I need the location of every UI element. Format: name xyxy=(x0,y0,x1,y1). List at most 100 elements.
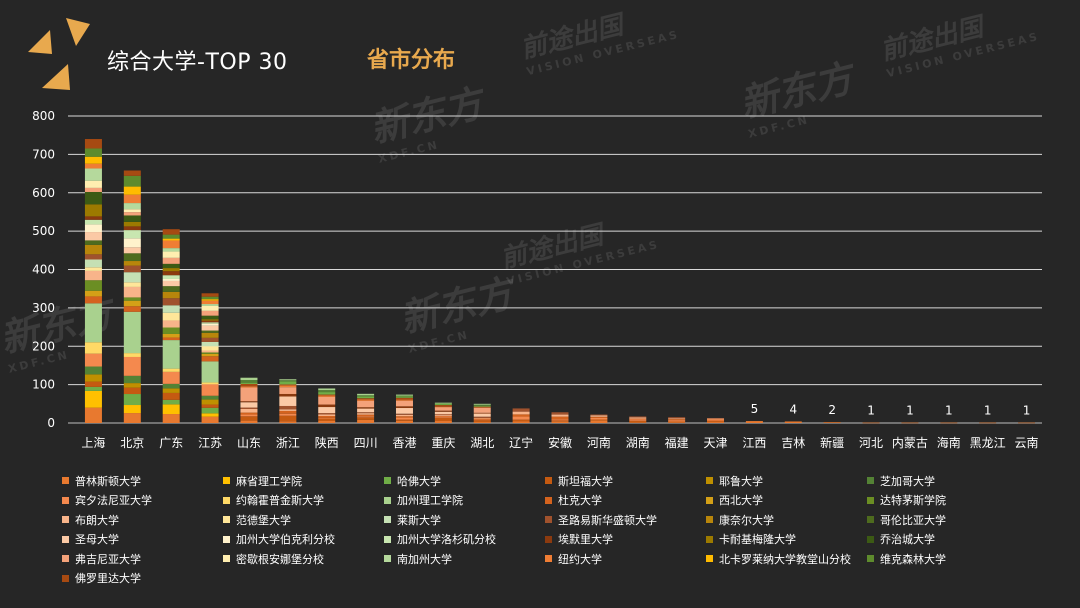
legend-label: 约翰霍普金斯大学 xyxy=(236,494,324,508)
data-label: 2 xyxy=(828,403,836,417)
bar-segment xyxy=(629,418,647,420)
bar-segment xyxy=(84,270,102,281)
bar-segment xyxy=(707,418,725,420)
legend-item: 卡耐基梅隆大学 xyxy=(706,530,867,550)
bar-segment xyxy=(162,286,180,292)
bar-segment xyxy=(357,417,375,420)
data-label: 1 xyxy=(945,404,953,418)
bar-segment xyxy=(162,234,180,239)
x-tick-label: 云南 xyxy=(1015,435,1039,450)
bar-segment xyxy=(279,405,297,410)
legend-swatch-icon xyxy=(384,477,391,485)
bar-segment xyxy=(240,414,258,417)
bar-segment xyxy=(434,410,452,412)
bar-segment xyxy=(123,282,141,287)
legend-swatch-icon xyxy=(545,496,552,504)
bar-segment xyxy=(84,353,102,367)
bar-segment xyxy=(201,407,219,414)
legend-swatch-icon xyxy=(706,535,713,543)
bar-segment xyxy=(629,422,647,423)
bar-segment xyxy=(123,261,141,266)
legend-label: 圣路易斯华盛顿大学 xyxy=(558,513,657,527)
legend-item: 弗吉尼亚大学 xyxy=(62,549,223,569)
data-label: 4 xyxy=(789,402,797,416)
x-tick-label: 广东 xyxy=(159,436,183,450)
bar-segment xyxy=(162,240,180,249)
legend-item: 达特茅斯学院 xyxy=(867,491,1028,511)
bar-segment xyxy=(357,408,375,413)
legend-item: 加州大学洛杉矶分校 xyxy=(384,530,545,550)
bar-segment xyxy=(395,414,413,417)
bar-segment xyxy=(84,219,102,225)
legend-item: 耶鲁大学 xyxy=(706,471,867,491)
bar-segment xyxy=(473,403,491,405)
legend-swatch-icon xyxy=(545,535,552,543)
bar-segment xyxy=(123,286,141,298)
bar-segment xyxy=(162,371,180,384)
bar-segment xyxy=(318,395,336,397)
bar-segment xyxy=(357,396,375,399)
bar-segment xyxy=(473,407,491,413)
legend-item: 莱斯大学 xyxy=(384,510,545,530)
bar-segment xyxy=(473,405,491,407)
bar-segment xyxy=(123,383,141,388)
legend-item: 南加州大学 xyxy=(384,549,545,569)
x-tick-label: 江西 xyxy=(742,436,766,450)
bar-segment xyxy=(979,422,997,424)
bar-segment xyxy=(434,406,452,408)
bar-segment xyxy=(123,215,141,222)
legend-swatch-icon xyxy=(867,555,874,563)
legend-swatch-icon xyxy=(867,535,874,543)
bar-segment xyxy=(123,238,141,248)
bar-segment xyxy=(512,408,530,412)
bar-segment xyxy=(668,417,686,419)
bar-segment xyxy=(84,216,102,220)
bar-segment xyxy=(240,401,258,403)
bar-segment xyxy=(473,419,491,421)
bar-segment xyxy=(162,275,180,279)
bar-segment xyxy=(201,337,219,342)
bar-segment xyxy=(162,248,180,252)
bar-segment xyxy=(84,267,102,271)
bar-segment xyxy=(240,383,258,387)
bar-segment xyxy=(240,412,258,415)
bar-segment xyxy=(357,393,375,396)
bar-segment xyxy=(201,332,219,338)
y-tick-label: 300 xyxy=(32,301,55,315)
x-tick-label: 吉林 xyxy=(781,436,805,450)
y-tick-label: 200 xyxy=(32,339,55,353)
bar-segment xyxy=(201,413,219,417)
bar-segment xyxy=(84,303,102,343)
bar-segment xyxy=(434,405,452,407)
data-label: 5 xyxy=(751,402,759,416)
bar-segment xyxy=(240,402,258,408)
legend-label: 埃默里大学 xyxy=(558,533,613,547)
bar-segment xyxy=(668,421,686,423)
legend-swatch-icon xyxy=(384,496,391,504)
bar-segment xyxy=(123,311,141,354)
legend-item: 杜克大学 xyxy=(545,491,706,511)
bar-segment xyxy=(201,361,219,383)
x-tick-label: 河北 xyxy=(859,436,883,450)
bar-segment xyxy=(473,418,491,420)
x-tick-label: 安徽 xyxy=(548,435,572,450)
x-tick-label: 重庆 xyxy=(431,436,455,450)
bar-segment xyxy=(84,180,102,188)
x-tick-label: 四川 xyxy=(354,436,378,450)
bar-segment xyxy=(201,404,219,408)
bar-segment xyxy=(279,381,297,385)
bar-segment xyxy=(123,170,141,176)
bar-segment xyxy=(84,366,102,375)
bar-segment xyxy=(279,410,297,414)
bar-segment xyxy=(84,381,102,387)
legend-swatch-icon xyxy=(384,535,391,543)
bar-segment xyxy=(434,411,452,414)
bar-segment xyxy=(318,421,336,423)
bar-segment xyxy=(395,397,413,400)
bar-segment xyxy=(434,402,452,404)
legend-item: 圣路易斯华盛顿大学 xyxy=(545,510,706,530)
bar-segment xyxy=(551,419,569,421)
x-tick-label: 福建 xyxy=(665,435,689,450)
bar-segment xyxy=(123,272,141,283)
chart-legend: 普林斯顿大学 麻省理工学院 哈佛大学 斯坦福大学 耶鲁大学 芝加哥大学 宾夕法尼亚大学 约翰霍… xyxy=(62,471,1072,588)
